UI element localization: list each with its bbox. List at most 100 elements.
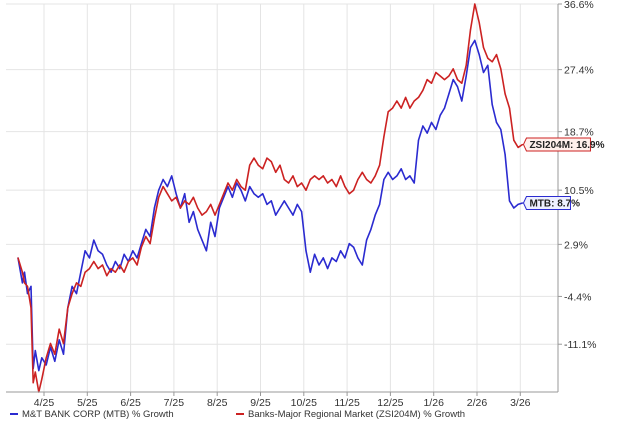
data-point-zsi204m	[413, 100, 415, 102]
data-point-zsi204m	[166, 193, 168, 195]
data-point-zsi204m	[461, 82, 463, 84]
data-point-zsi204m	[114, 271, 116, 273]
data-point-mtb	[132, 250, 134, 252]
data-point-mtb	[422, 125, 424, 127]
data-point-zsi204m	[435, 71, 437, 74]
data-point-zsi204m	[49, 342, 52, 345]
data-point-mtb	[136, 257, 138, 259]
legend-label-zsi204m: Banks-Major Regional Market (ZSI204M) % …	[248, 409, 465, 420]
data-point-mtb	[38, 370, 40, 372]
data-point-zsi204m	[127, 260, 129, 263]
data-point-mtb	[500, 128, 502, 131]
data-point-zsi204m	[400, 107, 402, 109]
data-point-zsi204m	[517, 146, 519, 148]
data-point-mtb	[223, 196, 225, 198]
data-point-mtb	[465, 75, 467, 77]
data-point-mtb	[379, 203, 381, 205]
data-point-zsi204m	[439, 75, 441, 77]
data-point-zsi204m	[262, 168, 264, 170]
data-point-mtb	[88, 257, 91, 259]
x-tick-label: 12/25	[377, 397, 403, 409]
data-point-mtb	[296, 203, 298, 205]
series-lines	[17, 3, 524, 393]
data-point-mtb	[30, 285, 32, 287]
data-point-mtb	[275, 214, 277, 216]
x-tick-label: 10/25	[291, 397, 317, 409]
data-point-zsi204m	[175, 196, 177, 198]
data-point-zsi204m	[110, 268, 112, 270]
data-point-mtb	[240, 189, 242, 191]
data-point-mtb	[495, 121, 498, 123]
data-point-mtb	[205, 250, 207, 252]
data-point-mtb	[413, 182, 415, 184]
data-point-zsi204m	[205, 211, 207, 213]
data-point-zsi204m	[409, 107, 411, 109]
data-point-zsi204m	[513, 139, 515, 141]
data-point-mtb	[400, 168, 402, 170]
x-tick-label: 11/25	[334, 397, 360, 409]
data-point-mtb	[292, 214, 294, 216]
data-point-mtb	[262, 193, 264, 195]
data-point-mtb	[374, 214, 376, 216]
data-point-zsi204m	[106, 275, 108, 277]
x-tick-label: 4/25	[34, 397, 55, 409]
data-point-zsi204m	[93, 260, 95, 263]
data-point-mtb	[41, 357, 43, 359]
data-point-zsi204m	[275, 171, 277, 173]
data-point-zsi204m	[392, 107, 394, 109]
data-point-mtb	[283, 200, 285, 202]
data-point-mtb	[184, 193, 186, 195]
legend-item-mtb: M&T BANK CORP (MTB) % Growth	[10, 409, 174, 420]
data-point-zsi204m	[54, 353, 56, 355]
data-point-mtb	[175, 193, 177, 195]
data-point-mtb	[409, 175, 411, 177]
data-point-mtb	[396, 175, 398, 177]
data-point-mtb	[482, 71, 485, 74]
callout-box-mtb	[522, 195, 571, 210]
data-point-mtb	[318, 264, 320, 266]
data-point-zsi204m	[223, 193, 225, 195]
data-point-mtb	[309, 271, 311, 273]
data-point-zsi204m	[171, 200, 173, 202]
series-line-zsi204m	[17, 3, 523, 393]
data-point-zsi204m	[119, 264, 121, 266]
data-point-mtb	[162, 178, 164, 181]
data-point-zsi204m	[149, 243, 151, 245]
series-points-mtb	[17, 39, 524, 372]
data-point-mtb	[504, 153, 506, 156]
data-point-zsi204m	[469, 29, 472, 31]
data-point-zsi204m	[305, 189, 307, 191]
data-point-zsi204m	[67, 307, 69, 309]
data-point-zsi204m	[482, 46, 485, 49]
data-point-zsi204m	[348, 193, 350, 195]
data-point-mtb	[456, 86, 459, 88]
data-point-mtb	[335, 260, 337, 263]
data-point-zsi204m	[487, 57, 489, 59]
data-point-mtb	[257, 196, 259, 198]
data-point-mtb	[236, 182, 238, 184]
data-point-mtb	[119, 268, 121, 270]
gridlines	[6, 3, 558, 392]
data-point-mtb	[140, 243, 142, 245]
data-point-mtb	[62, 353, 65, 355]
data-point-zsi204m	[495, 54, 498, 56]
data-point-mtb	[383, 178, 385, 181]
data-point-zsi204m	[322, 175, 324, 177]
data-point-mtb	[114, 260, 116, 263]
data-point-mtb	[244, 200, 246, 202]
data-point-mtb	[266, 203, 268, 205]
data-point-mtb	[301, 211, 303, 213]
data-point-mtb	[80, 271, 82, 273]
data-point-zsi204m	[210, 203, 212, 205]
data-point-zsi204m	[192, 196, 194, 198]
data-point-zsi204m	[231, 189, 233, 191]
data-point-mtb	[171, 175, 173, 177]
data-point-mtb	[218, 207, 220, 209]
data-point-zsi204m	[387, 111, 389, 113]
x-tick-label: 5/25	[77, 397, 98, 409]
data-point-zsi204m	[58, 328, 60, 330]
data-point-zsi204m	[521, 143, 524, 146]
data-point-mtb	[327, 268, 329, 270]
data-point-zsi204m	[292, 175, 294, 177]
